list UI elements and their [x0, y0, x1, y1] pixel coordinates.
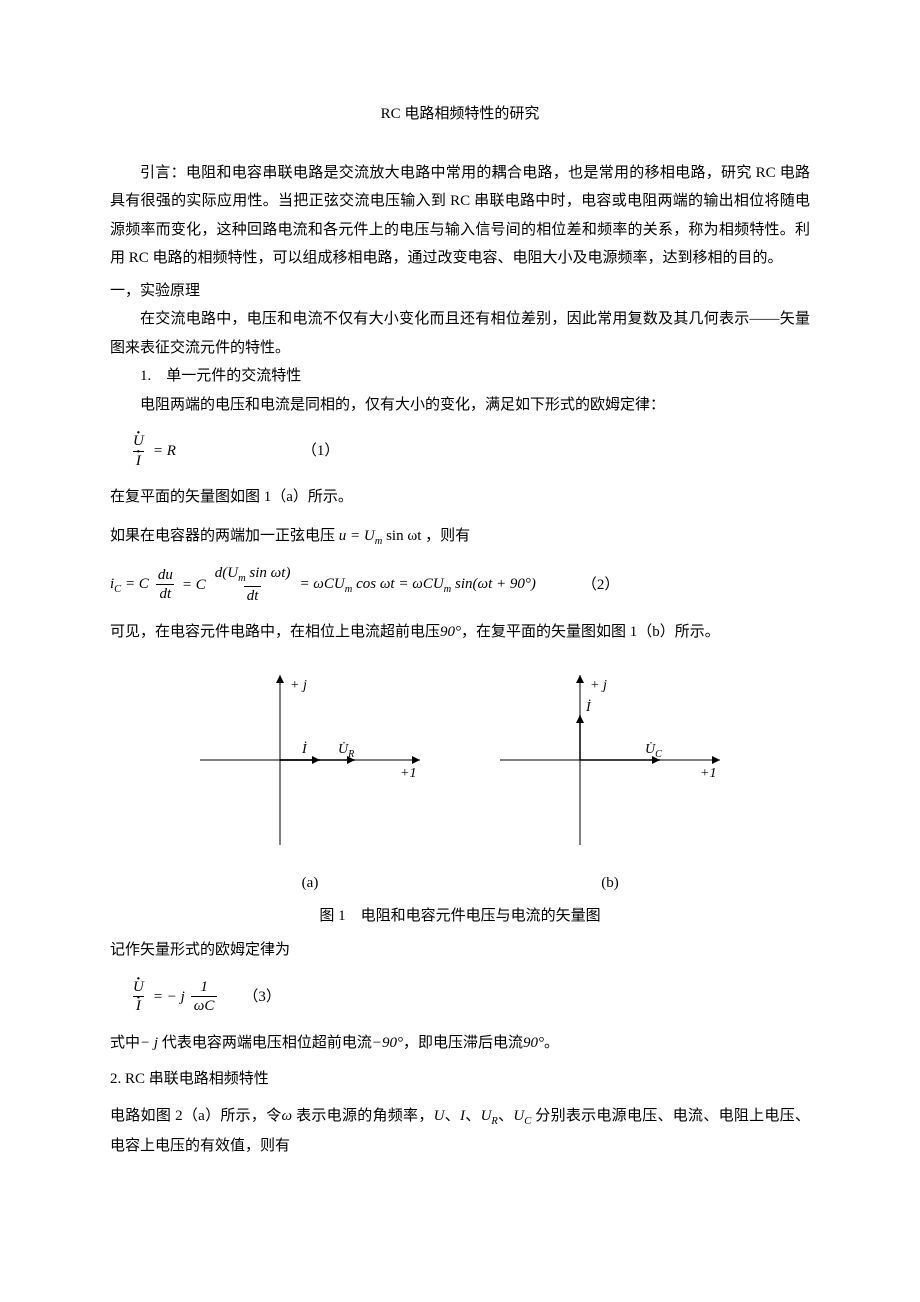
capacitor-sine-text: 如果在电容器的两端加一正弦电压 u = Um sin ωt ，则有 [110, 522, 810, 552]
intro-paragraph: 引言：电阻和电容串联电路是交流放大电路中常用的耦合电路，也是常用的移相电路，研究… [110, 159, 810, 273]
page-title: RC 电路相频特性的研究 [110, 100, 810, 129]
equation-3: U I = − j 1 ωC （3） [130, 979, 810, 1015]
svg-text:İ: İ [301, 741, 308, 757]
eq3-number: （3） [243, 983, 281, 1012]
section-1-p1: 在交流电路中，电压和电流不仅有大小变化而且还有相位差别，因此常用复数及其几何表示… [110, 305, 810, 362]
figure-1-caption: 图 1 电阻和电容元件电压与电流的矢量图 [110, 902, 810, 931]
subsection-1-p1: 电阻两端的电压和电流是同相的，仅有大小的变化，满足如下形式的欧姆定律： [110, 391, 810, 420]
vector-diagram-a: + j +1 İ U̇R [190, 665, 430, 855]
svg-text:+1: +1 [700, 766, 716, 781]
ohm-vector-text: 记作矢量形式的欧姆定律为 [110, 936, 810, 965]
subsection-2-heading: 2. RC 串联电路相频特性 [110, 1065, 810, 1094]
eq2-number: （2） [582, 571, 620, 600]
after-eq3-text: 式中− j 代表电容两端电压相位超前电流−90°，即电压滞后电流90°。 [110, 1029, 810, 1058]
svg-text:+1: +1 [400, 766, 416, 781]
figure-1a-label: (a) [190, 869, 430, 898]
svg-text:+ j: + j [290, 678, 307, 693]
equation-2: iC = C du dt = C d(Um sin ωt) dt = ωCUm … [110, 565, 810, 604]
after-eq2-text: 可见，在电容元件电路中，在相位上电流超前电压90°，在复平面的矢量图如图 1（b… [110, 618, 810, 647]
subsection-1-heading: 1. 单一元件的交流特性 [110, 362, 810, 391]
subsection-2-p1: 电路如图 2（a）所示，令ω 表示电源的角频率，U、I、UR、UC 分别表示电源… [110, 1102, 810, 1160]
figure-1a: + j +1 İ U̇R (a) [190, 665, 430, 898]
svg-text:İ: İ [585, 699, 592, 715]
section-1-heading: 一，实验原理 [110, 277, 810, 306]
vector-diagram-b: + j İ +1 U̇C [490, 665, 730, 855]
eq1-number: （1） [302, 437, 340, 466]
after-eq1-text: 在复平面的矢量图如图 1（a）所示。 [110, 483, 810, 512]
figure-1b: + j İ +1 U̇C (b) [490, 665, 730, 898]
figure-1: + j +1 İ U̇R (a) + j İ [110, 665, 810, 931]
svg-text:U̇R: U̇R [338, 741, 354, 760]
equation-1: U I = R （1） [130, 433, 810, 469]
svg-text:+ j: + j [590, 678, 607, 693]
figure-1b-label: (b) [490, 869, 730, 898]
